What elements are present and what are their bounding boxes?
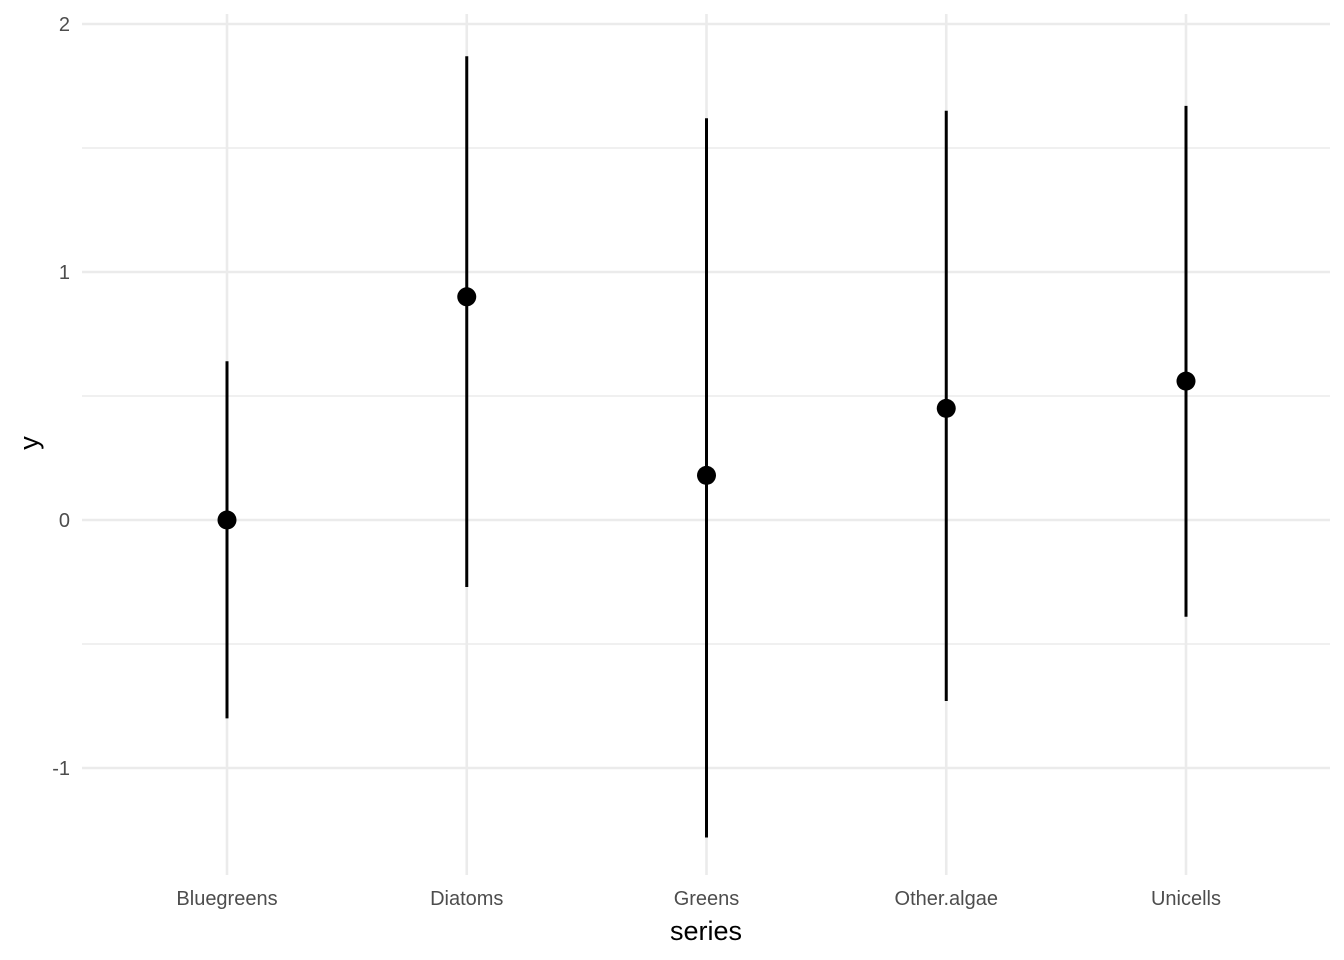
x-tick-label: Bluegreens [176, 888, 277, 910]
marks-layer [217, 56, 1196, 838]
y-tick-label: 1 [59, 262, 70, 284]
data-point [936, 398, 956, 418]
data-point [1176, 371, 1196, 391]
x-tick-label: Other.algae [895, 888, 998, 910]
x-tick-label: Greens [674, 888, 740, 910]
data-point [457, 287, 477, 307]
y-axis-title: y [14, 436, 44, 450]
x-tick-label: Diatoms [430, 888, 503, 910]
data-point [217, 510, 237, 530]
y-tick-label: 2 [59, 14, 70, 36]
x-axis-title: series [670, 916, 742, 946]
y-tick-label: -1 [52, 758, 70, 780]
x-tick-label: Unicells [1151, 888, 1221, 910]
data-point [697, 465, 716, 485]
y-tick-label: 0 [59, 510, 70, 532]
labels-layer: -1 0 1 2 Bluegreens Diatoms Greens Other.algae U… [52, 14, 1221, 910]
